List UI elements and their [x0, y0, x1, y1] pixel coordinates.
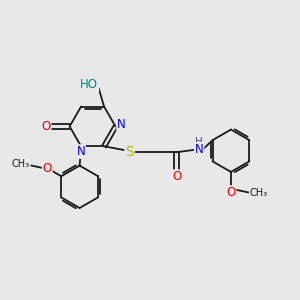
- Text: H: H: [195, 137, 203, 147]
- Text: N: N: [195, 143, 203, 156]
- Text: N: N: [76, 145, 85, 158]
- Text: CH₃: CH₃: [12, 159, 30, 169]
- Text: S: S: [125, 145, 134, 159]
- Text: O: O: [226, 186, 236, 199]
- Text: HO: HO: [80, 78, 98, 91]
- Text: CH₃: CH₃: [250, 188, 268, 198]
- Text: O: O: [173, 170, 182, 183]
- Text: O: O: [43, 162, 52, 175]
- Text: O: O: [41, 120, 51, 133]
- Text: N: N: [117, 118, 126, 131]
